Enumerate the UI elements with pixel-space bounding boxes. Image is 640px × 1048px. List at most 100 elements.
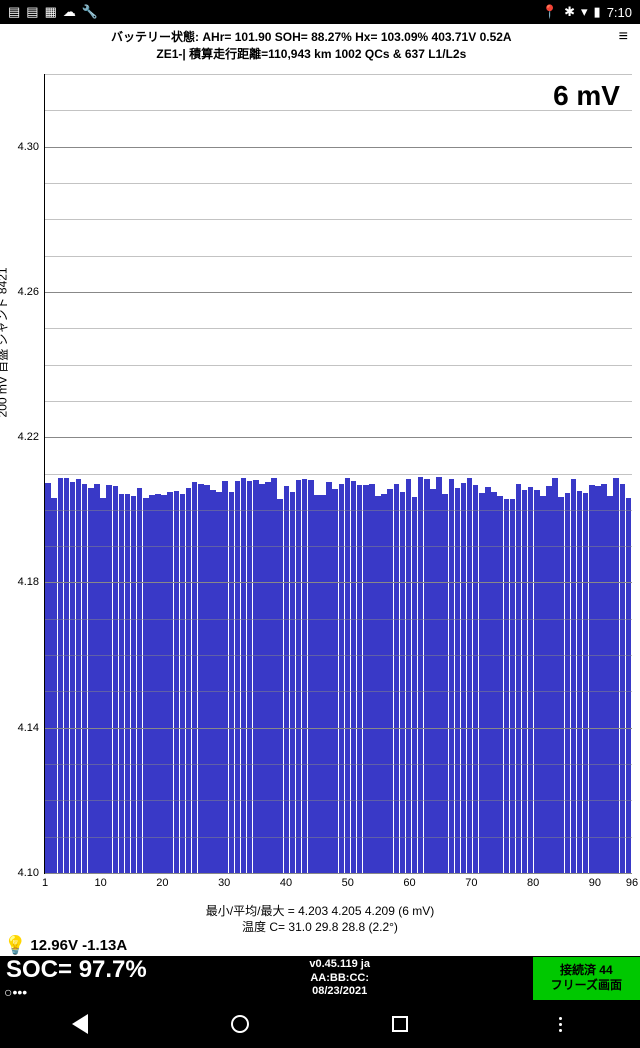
cell-bar [302, 479, 308, 873]
cell-bar [565, 493, 571, 873]
status-left-icons: ▤▤▦☁🔧 [8, 4, 98, 20]
cell-bar [491, 492, 497, 873]
cell-bar [76, 479, 82, 873]
nav-more-button[interactable] [549, 1013, 571, 1035]
cell-bar [516, 484, 522, 873]
cell-bar [265, 482, 271, 873]
y-tick: 4.10 [18, 867, 45, 879]
cell-bar [381, 494, 387, 873]
cell-bar [552, 478, 558, 873]
header-line2: ZE1-| 積算走行距離=110,943 km 1002 QCs & 637 L… [8, 45, 615, 62]
x-tick: 80 [527, 873, 539, 889]
cell-bar [64, 478, 70, 873]
footer-temp: 温度 C= 31.0 29.8 28.8 (2.2°) [0, 920, 640, 936]
cell-bar [82, 484, 88, 873]
y-tick: 4.22 [18, 431, 45, 443]
cell-bar [271, 478, 277, 873]
cell-bar [131, 496, 137, 873]
cell-bar [424, 479, 430, 873]
cell-bar [216, 492, 222, 873]
footer-stats: 最小/平均/最大 = 4.203 4.205 4.209 (6 mV) [0, 904, 640, 920]
cell-bar [284, 486, 290, 873]
cell-voltage-chart: 200 mV 目盛 シャント 8421 6 mV 4.104.144.184.2… [0, 64, 640, 904]
x-tick: 60 [403, 873, 415, 889]
cell-bar [394, 484, 400, 873]
cell-bar [485, 487, 491, 873]
y-axis-label: 200 mV 目盛 シャント 8421 [0, 267, 11, 417]
nav-recent-button[interactable] [389, 1013, 411, 1035]
cell-bar [229, 492, 235, 873]
cell-bar [106, 485, 112, 873]
cell-bar [100, 498, 106, 873]
x-tick: 40 [280, 873, 292, 889]
cell-bar [351, 481, 357, 873]
cell-bar [222, 481, 228, 873]
x-tick: 30 [218, 873, 230, 889]
cell-bar [558, 497, 564, 873]
cell-bar [363, 485, 369, 873]
x-tick: 90 [589, 873, 601, 889]
nav-home-button[interactable] [229, 1013, 251, 1035]
cell-bar [326, 482, 332, 873]
cell-bar [473, 485, 479, 873]
aux-voltage-row: 💡 12.96V -1.13A [0, 935, 640, 956]
cell-bar [149, 495, 155, 873]
cell-bar [155, 494, 161, 873]
cell-bar [467, 478, 473, 873]
cell-bar [442, 494, 448, 873]
cell-bar [314, 495, 320, 873]
cell-bar [113, 486, 119, 873]
x-tick: 20 [156, 873, 168, 889]
cell-bar [308, 480, 314, 873]
cell-bar [58, 478, 64, 873]
cell-bar [534, 490, 540, 873]
cell-bar [70, 482, 76, 873]
cell-bar [418, 477, 424, 873]
cell-bar [461, 483, 467, 873]
x-tick: 96 [626, 873, 638, 889]
cell-bar [510, 499, 516, 873]
cell-bar [174, 491, 180, 873]
connection-status[interactable]: 接続済 44 フリーズ画面 [533, 957, 640, 1000]
cell-bar [241, 478, 247, 873]
cell-bar [369, 484, 375, 873]
aux-voltage: 12.96V -1.13A [30, 937, 127, 954]
cell-bar [595, 486, 601, 873]
cell-bar [277, 499, 283, 873]
cell-bar [607, 496, 613, 873]
version-info: v0.45.119 ja AA:BB:CC: 08/23/2021 [147, 958, 533, 998]
cell-bar [210, 490, 216, 873]
cell-bar [546, 486, 552, 873]
chart-footer: 最小/平均/最大 = 4.203 4.205 4.209 (6 mV) 温度 C… [0, 904, 640, 935]
cell-bar [143, 498, 149, 873]
cell-bar [613, 478, 619, 873]
cell-bar [626, 498, 632, 873]
cell-bar [589, 485, 595, 873]
cell-bar [571, 479, 577, 873]
x-tick: 1 [42, 873, 48, 889]
cell-bar [94, 484, 100, 873]
android-nav-bar [0, 1000, 640, 1048]
battery-header: バッテリー状態: AHr= 101.90 SOH= 88.27% Hx= 103… [0, 24, 640, 64]
cell-bar [400, 492, 406, 873]
menu-icon[interactable]: ≡ [615, 28, 632, 46]
cell-bar [51, 498, 57, 873]
status-right-icons: 📍✱▾▮ 7:10 [542, 4, 632, 20]
cell-bar [167, 492, 173, 873]
cell-bar [412, 497, 418, 873]
cell-bar [320, 495, 326, 873]
page-dots[interactable]: ○••• [0, 984, 147, 1000]
cell-bar [161, 495, 167, 873]
cell-bar [290, 492, 296, 873]
nav-back-button[interactable] [69, 1013, 91, 1035]
cell-bar [357, 485, 363, 873]
x-tick: 10 [94, 873, 106, 889]
cell-bar [436, 477, 442, 873]
cell-bar [259, 484, 265, 873]
cell-bar [125, 494, 131, 873]
cell-bar [198, 484, 204, 873]
cell-bar [504, 499, 510, 873]
cell-bar [235, 481, 241, 873]
cell-bar [345, 478, 351, 873]
cell-bar [583, 493, 589, 873]
